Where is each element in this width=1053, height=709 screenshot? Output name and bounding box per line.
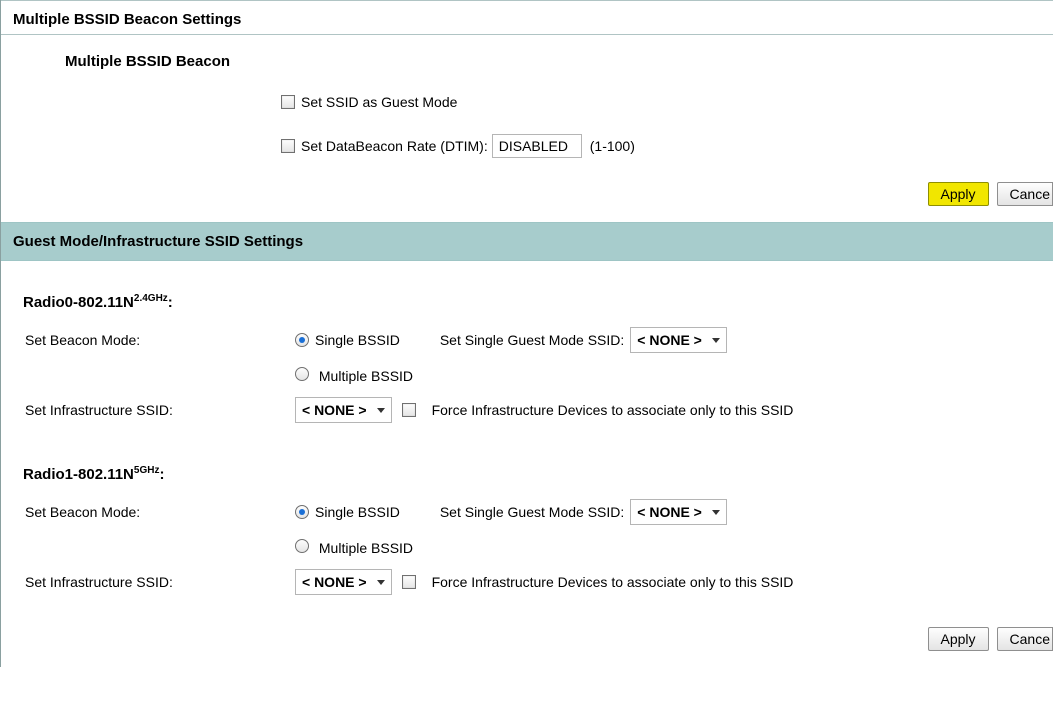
radio1-single-label: Single BSSID: [315, 504, 400, 520]
section1-apply-button[interactable]: Apply: [928, 182, 989, 206]
radio1-force-label: Force Infrastructure Devices to associat…: [432, 574, 794, 590]
section2-apply-button[interactable]: Apply: [928, 627, 989, 651]
radio1-force-checkbox[interactable]: [402, 575, 416, 589]
radio1-title-prefix: Radio1-802.11N: [23, 466, 134, 483]
radio0-multiple-radio[interactable]: [295, 367, 309, 381]
row-guest-mode: Set SSID as Guest Mode: [1, 84, 1053, 120]
radio0-single-radio[interactable]: [295, 333, 309, 347]
radio1-multiple-label: Multiple BSSID: [319, 540, 413, 556]
radio1-guest-ssid-select[interactable]: < NONE >: [630, 499, 727, 525]
chevron-down-icon: [377, 408, 385, 413]
section2-header: Guest Mode/Infrastructure SSID Settings: [1, 222, 1053, 261]
radio0-multiple-row: Multiple BSSID: [1, 359, 1053, 391]
section1-button-row: Apply Cance: [1, 164, 1053, 222]
radio1-title-suffix: :: [159, 466, 164, 483]
chevron-down-icon: [712, 338, 720, 343]
radio0-beacon-row: Set Beacon Mode: Single BSSID Set Single…: [1, 321, 1053, 359]
dtim-checkbox[interactable]: [281, 139, 295, 153]
radio0-block: Radio0-802.11N2.4GHz: Set Beacon Mode: S…: [1, 281, 1053, 437]
radio0-guest-ssid-select[interactable]: < NONE >: [630, 327, 727, 353]
guest-mode-checkbox[interactable]: [281, 95, 295, 109]
radio1-beacon-row: Set Beacon Mode: Single BSSID Set Single…: [1, 493, 1053, 531]
radio0-guest-ssid-label: Set Single Guest Mode SSID:: [440, 332, 624, 348]
radio1-infra-row: Set Infrastructure SSID: < NONE > Force …: [1, 563, 1053, 601]
radio0-force-label: Force Infrastructure Devices to associat…: [432, 402, 794, 418]
radio0-title-suffix: :: [168, 294, 173, 311]
dtim-input[interactable]: [492, 134, 582, 158]
guest-mode-label: Set SSID as Guest Mode: [301, 94, 457, 110]
dtim-label: Set DataBeacon Rate (DTIM):: [301, 138, 488, 154]
section1-header: Multiple BSSID Beacon Settings: [1, 0, 1053, 35]
radio1-title-sup: 5GHz: [134, 465, 160, 476]
radio0-infra-label: Set Infrastructure SSID:: [25, 402, 295, 418]
dtim-range: (1-100): [590, 138, 635, 154]
radio1-guest-ssid-value: < NONE >: [637, 504, 706, 520]
section1-cancel-button[interactable]: Cance: [997, 182, 1053, 206]
section2-button-row: Apply Cance: [1, 609, 1053, 667]
radio0-beacon-mode-label: Set Beacon Mode:: [25, 332, 295, 348]
radio1-infra-select[interactable]: < NONE >: [295, 569, 392, 595]
radio0-infra-value: < NONE >: [302, 402, 371, 418]
radio1-multiple-row: Multiple BSSID: [1, 531, 1053, 563]
radio0-title-prefix: Radio0-802.11N: [23, 294, 134, 311]
radio0-title: Radio0-802.11N2.4GHz:: [1, 293, 1053, 321]
radio1-single-radio[interactable]: [295, 505, 309, 519]
chevron-down-icon: [712, 510, 720, 515]
radio1-title: Radio1-802.11N5GHz:: [1, 465, 1053, 493]
radio1-block: Radio1-802.11N5GHz: Set Beacon Mode: Sin…: [1, 453, 1053, 609]
chevron-down-icon: [377, 580, 385, 585]
radio0-infra-select[interactable]: < NONE >: [295, 397, 392, 423]
section1-subtitle: Multiple BSSID Beacon: [1, 35, 1053, 84]
radio1-guest-ssid-label: Set Single Guest Mode SSID:: [440, 504, 624, 520]
radio0-multiple-label: Multiple BSSID: [319, 368, 413, 384]
radio0-single-label: Single BSSID: [315, 332, 400, 348]
section2-cancel-button[interactable]: Cance: [997, 627, 1053, 651]
radio0-guest-ssid-value: < NONE >: [637, 332, 706, 348]
radio0-force-checkbox[interactable]: [402, 403, 416, 417]
radio0-title-sup: 2.4GHz: [134, 293, 168, 304]
radio1-infra-value: < NONE >: [302, 574, 371, 590]
radio1-multiple-radio[interactable]: [295, 539, 309, 553]
page-container: Multiple BSSID Beacon Settings Multiple …: [0, 0, 1053, 667]
radio1-beacon-mode-label: Set Beacon Mode:: [25, 504, 295, 520]
radio1-infra-label: Set Infrastructure SSID:: [25, 574, 295, 590]
radio0-infra-row: Set Infrastructure SSID: < NONE > Force …: [1, 391, 1053, 429]
row-dtim: Set DataBeacon Rate (DTIM): (1-100): [1, 128, 1053, 164]
